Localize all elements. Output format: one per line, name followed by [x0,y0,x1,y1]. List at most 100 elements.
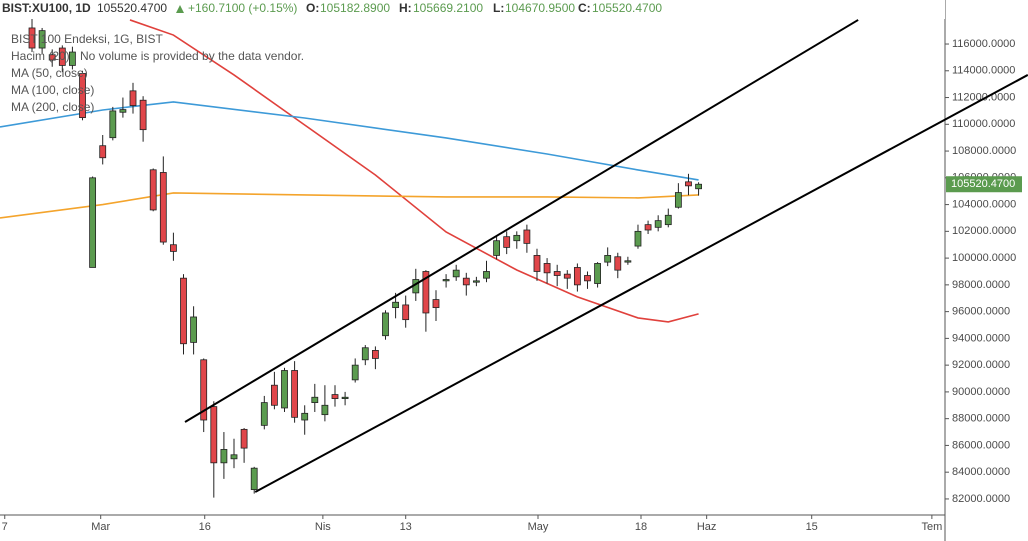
x-tick-label: 13 [400,521,412,533]
candle-body [432,299,440,309]
candle-body [351,364,359,381]
header-background [0,0,945,19]
candle-body [301,412,309,421]
candle-body [614,256,622,271]
y-tick-label: 110000.0000 [952,118,1015,130]
y-tick-label: 112000.0000 [952,91,1015,103]
up-arrow-icon [176,5,184,13]
legend-volume: Hacim (20) [11,49,70,63]
candle-body [180,277,187,345]
candle-body [170,244,177,252]
y-tick-label: 104000.0000 [952,198,1016,210]
x-tick-label: May [528,521,549,533]
y-tick-label: 88000.0000 [952,413,1010,425]
candle-body [109,110,117,139]
candle-body [674,192,682,208]
candle-body [604,255,612,263]
y-tick-label: 90000.0000 [952,386,1010,398]
candle-body [543,263,551,274]
candle-body [483,271,490,279]
candle-body [695,183,702,190]
y-tick-label: 114000.0000 [952,65,1015,77]
candle-body [624,260,632,263]
legend: BIST 100 Endeksi, 1G, BIST Hacim (20) No… [11,32,304,114]
y-tick-label: 92000.0000 [952,359,1010,371]
y-tick-label: 84000.0000 [952,466,1010,478]
candle-body [28,27,36,49]
y-tick-label: 108000.0000 [952,145,1016,157]
x-tick-label: Mar [91,521,110,533]
candle-body [240,428,248,449]
trend-line [254,74,1028,493]
y-tick-label: 116000.0000 [952,38,1015,50]
ohlc-value: 104670.9500 [505,1,575,15]
candle-body [200,359,208,421]
legend-entry: MA (100, close) [11,83,94,97]
candle-body [38,30,46,49]
x-tick-label: Tem [921,521,942,533]
candle-body [69,51,76,66]
ohlc-value: 105520.4700 [592,1,662,15]
y-tick-label: 102000.0000 [952,225,1016,237]
candle-body [493,240,500,256]
candle-body [260,402,268,426]
x-tick-label: 18 [635,521,647,533]
candle-body [503,236,511,248]
candle-body [331,394,339,399]
last-price: 105520.4700 [97,1,167,15]
candle-body [462,277,470,286]
x-tick-label: 16 [199,521,211,533]
candle-body [634,230,642,247]
plot-area [0,18,702,498]
moving-average-line [0,192,699,219]
y-tick-label: 100000.0000 [952,252,1016,264]
candle-body [149,169,157,211]
candle-body [442,279,450,282]
candle-body [584,275,591,282]
symbol: BIST:XU100, 1D [2,1,91,15]
x-tick-label: Nis [315,521,331,533]
candle-body [99,145,107,159]
candle-body [664,214,672,226]
candle-body [573,267,581,286]
moving-average-line [0,101,699,181]
last-price-label: 105520.4700 [951,178,1015,190]
y-tick-label: 96000.0000 [952,306,1010,318]
price-change: +160.7100 (+0.15%) [188,1,297,15]
candle-body [79,73,86,119]
candle-body [513,234,521,242]
candle-body [533,255,541,272]
trend-line [184,19,859,423]
candle-body [422,271,430,314]
y-tick-label: 86000.0000 [952,439,1010,451]
header: BIST:XU100, 1D 105520.4700 +160.7100 (+0… [0,0,945,19]
last-price-tag [946,176,1022,193]
candle-body [210,406,218,464]
candle-body [361,347,369,361]
candle-body [48,54,56,61]
moving-average-line [129,19,699,323]
candle-body [685,181,692,187]
candle-body [382,312,389,337]
candle-body [190,316,198,343]
candle-body [371,350,379,359]
legend-title: BIST 100 Endeksi, 1G, BIST [11,32,164,46]
candle-body [321,404,329,416]
candle-body [654,220,662,228]
candle-body [129,90,137,106]
candle-body [89,177,97,268]
legend-entry: MA (200, close) [11,100,94,114]
legend-entry: MA (50, close) [11,66,88,80]
candle-body [553,271,561,276]
candle-body [230,454,238,460]
candle-body [402,304,410,321]
ohlc-value: 105182.8900 [320,1,390,15]
candle-body [523,229,531,244]
y-tick-label: 82000.0000 [952,493,1010,505]
candle-body [271,384,278,406]
candle-body [594,263,601,284]
candle-body [311,396,319,404]
candle-body [452,269,460,278]
